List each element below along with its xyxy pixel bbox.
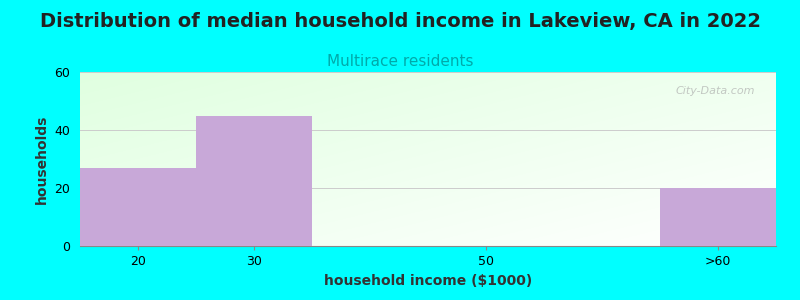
Y-axis label: households: households — [35, 114, 49, 204]
Bar — [80, 168, 196, 246]
Text: Distribution of median household income in Lakeview, CA in 2022: Distribution of median household income … — [39, 12, 761, 31]
Bar — [196, 116, 312, 246]
Text: City-Data.com: City-Data.com — [676, 86, 755, 96]
X-axis label: household income ($1000): household income ($1000) — [324, 274, 532, 288]
Bar — [660, 188, 776, 246]
Text: Multirace residents: Multirace residents — [326, 54, 474, 69]
